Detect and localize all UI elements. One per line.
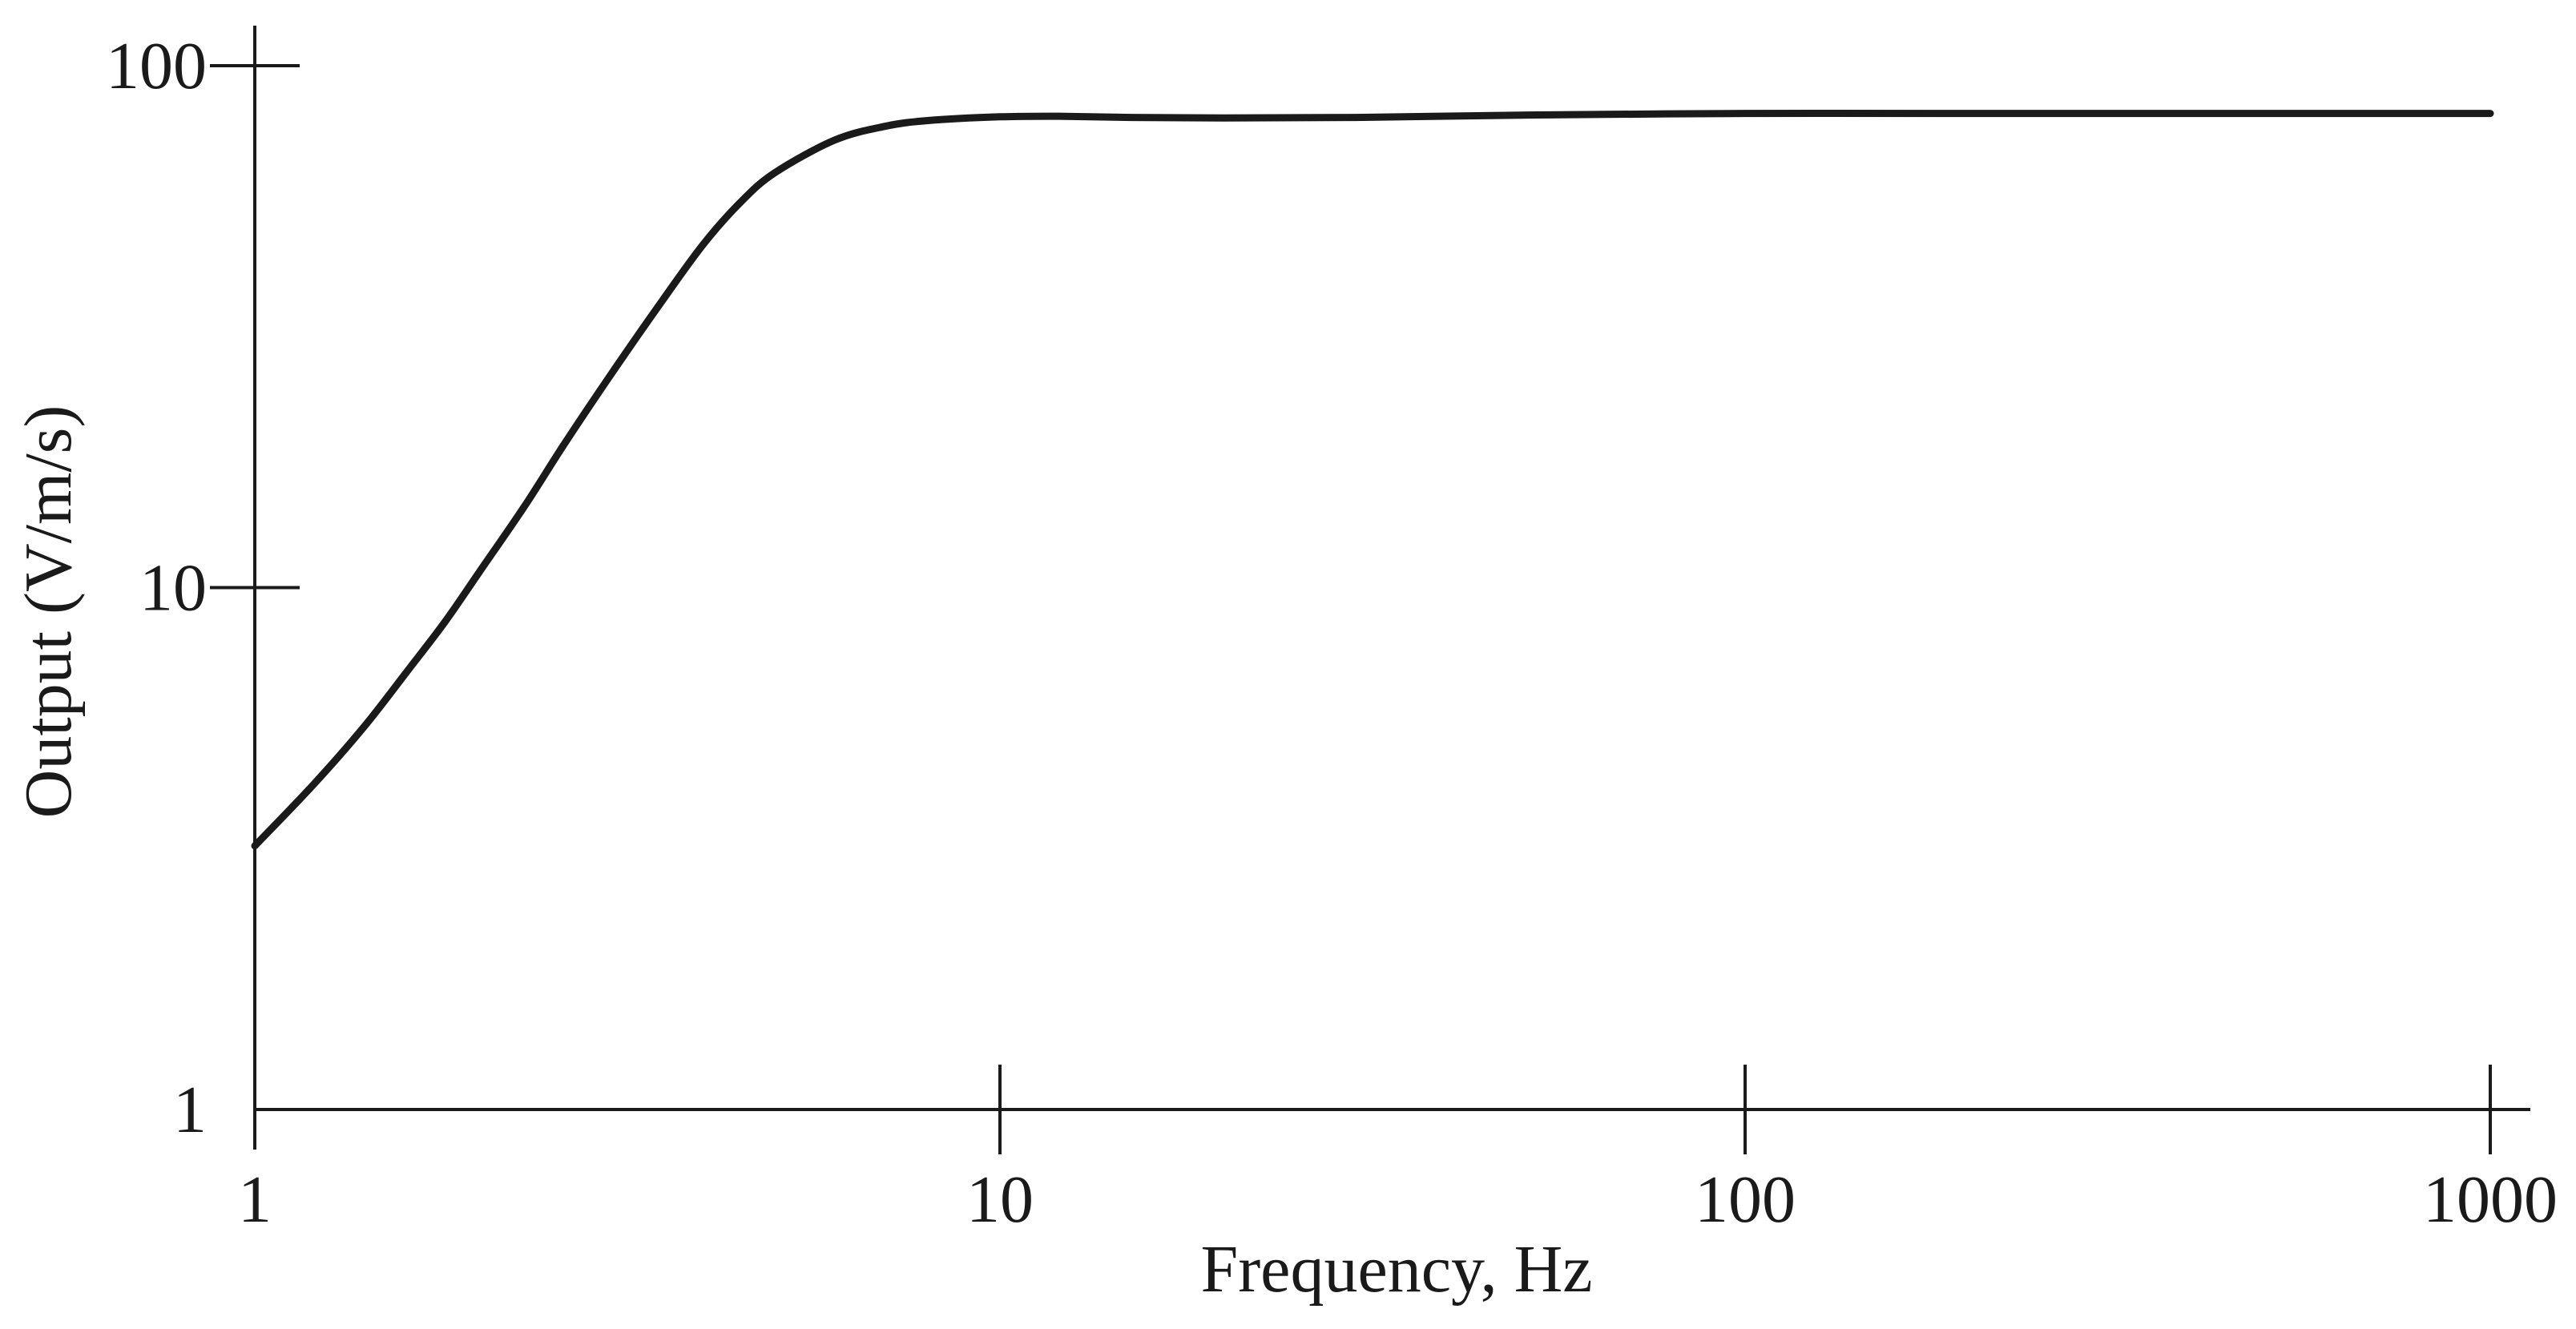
y-tick-label: 100 [106,29,207,103]
x-tick-label: 1 [238,1162,272,1237]
series-group [251,109,2494,850]
x-ticks: 1 10 100 1000 [238,1065,2558,1237]
y-ticks: 1 10 100 [106,29,300,1147]
x-axis-title: Frequency, Hz [1200,1232,1592,1307]
axes [253,26,2530,1150]
x-tick-label: 10 [966,1162,1034,1237]
y-tick-label: 1 [173,1073,207,1147]
y-tick-label: 10 [139,551,207,626]
series-line [251,109,2494,850]
y-axis-title: Output (V/m/s) [11,405,86,819]
x-tick-label: 100 [1695,1162,1796,1237]
x-tick-label: 1000 [2423,1162,2558,1237]
